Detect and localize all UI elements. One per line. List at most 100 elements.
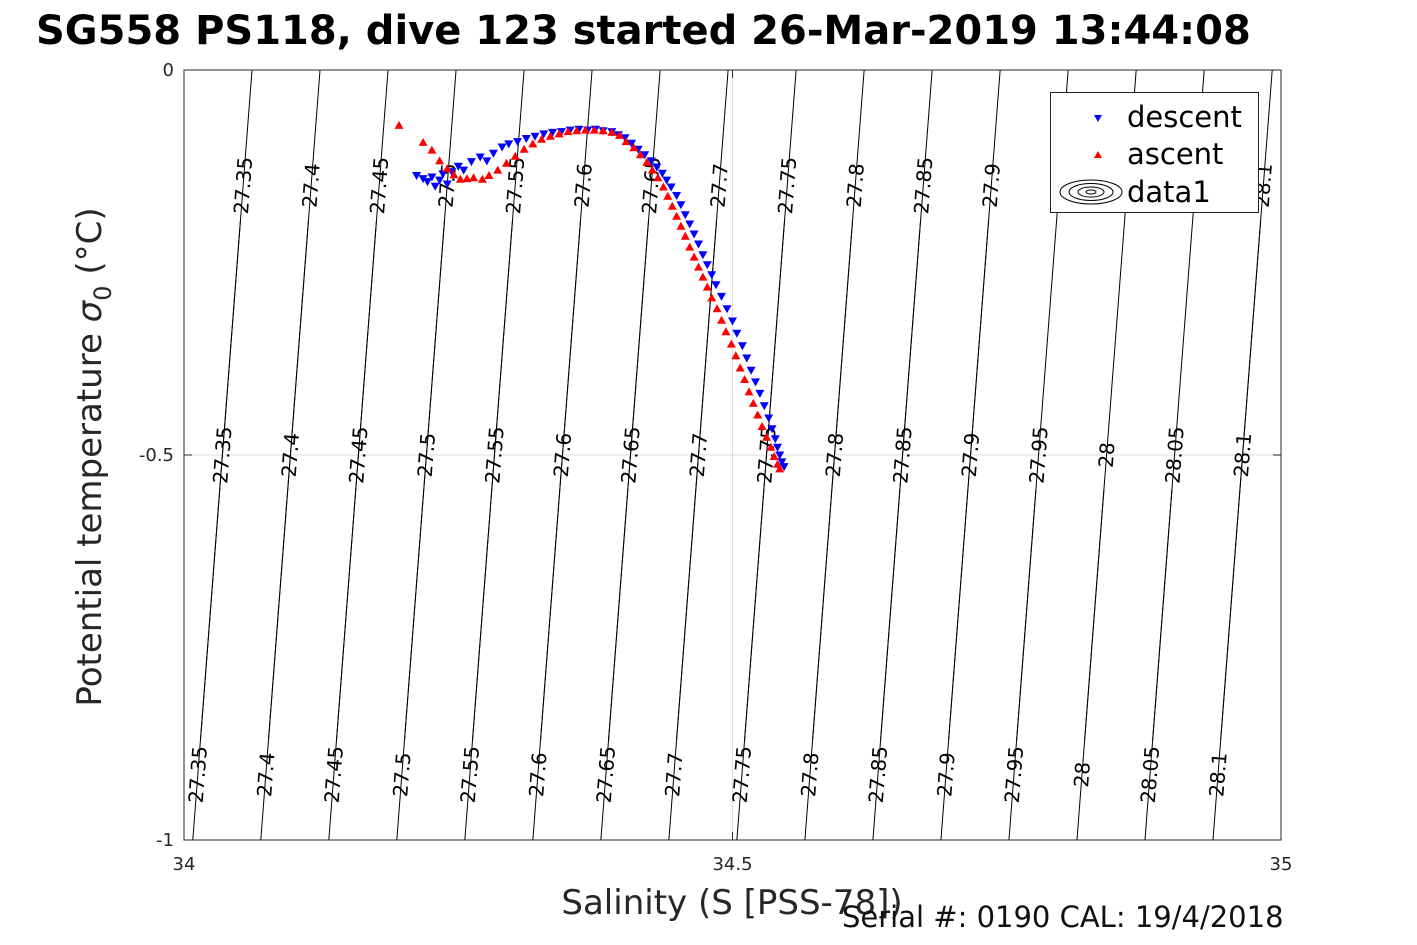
contour-labels: 27.35 27.35 27.35 27.4 27.4 27.4 27.45 27.45 27.… xyxy=(184,156,1277,804)
y-tick-label-2: -1 xyxy=(156,830,174,851)
descent-point-31 xyxy=(627,139,637,148)
contour-label-1-1: 27.4 xyxy=(277,432,304,478)
descent-point-19 xyxy=(530,132,540,141)
descent-point-51 xyxy=(728,317,737,326)
ascent-point-15 xyxy=(528,139,538,148)
ascent-point-21 xyxy=(581,125,590,134)
triangle-up-icon xyxy=(1094,151,1102,158)
ascent-point-14 xyxy=(519,144,529,153)
contour-label-7-2: 27.7 xyxy=(660,751,687,797)
contour-label-4-2: 27.55 xyxy=(456,745,484,804)
ascent-point-24 xyxy=(607,127,617,136)
contour-label-11-0: 27.9 xyxy=(978,162,1005,208)
descent-point-20 xyxy=(539,130,549,139)
contour-line-2-3 xyxy=(336,69,389,740)
contour-label-9-2: 27.8 xyxy=(796,751,823,797)
descent-point-40 xyxy=(676,201,686,210)
contour-label-11-2: 27.9 xyxy=(932,751,959,797)
descent-point-33 xyxy=(640,151,650,160)
contour-label-3-1: 27.5 xyxy=(413,432,440,478)
descent-point-46 xyxy=(702,261,712,270)
contour-line-9-3 xyxy=(812,69,865,740)
contour-label-2-0: 27.45 xyxy=(365,156,393,215)
descent-point-38 xyxy=(666,183,676,192)
ascent-point-2 xyxy=(427,145,437,154)
descent-point-43 xyxy=(689,230,699,239)
x-tick-label-1: 34.5 xyxy=(712,854,752,875)
descent-point-36 xyxy=(657,169,667,178)
descent-point-49 xyxy=(717,292,726,301)
serial-cal-footer: Serial #: 0190 CAL: 19/4/2018 xyxy=(842,900,1284,934)
legend: descent ascent data1 xyxy=(1050,92,1259,213)
ascent-point-27 xyxy=(629,143,639,152)
descent-point-60 xyxy=(767,425,777,434)
contour-label-8-2: 27.75 xyxy=(728,745,756,804)
legend-item-descent: descent xyxy=(1051,98,1258,134)
descent-point-53 xyxy=(737,342,747,351)
contour-label-1-0: 27.4 xyxy=(297,162,324,208)
descent-point-9 xyxy=(453,162,463,171)
ascent-point-33 xyxy=(663,191,673,200)
descent-point-54 xyxy=(742,354,752,363)
contour-label-0-2: 27.35 xyxy=(184,745,212,804)
contour-line-10-3 xyxy=(880,69,933,740)
ascent-point-7 xyxy=(462,174,472,183)
ascent-point-11 xyxy=(493,165,503,174)
ascent-point-39 xyxy=(689,252,699,261)
contour-label-5-2: 27.6 xyxy=(524,751,551,797)
legend-item-data1: data1 xyxy=(1051,173,1258,209)
legend-label-ascent: ascent xyxy=(1127,137,1224,171)
ascent-point-50 xyxy=(740,375,750,383)
y-tick-label-0: 0 xyxy=(163,60,174,81)
contour-label-4-1: 27.55 xyxy=(480,426,508,485)
legend-label-descent: descent xyxy=(1127,100,1242,134)
page-title: SG558 PS118, dive 123 started 26-Mar-201… xyxy=(36,8,1251,54)
contour-label-13-2: 28 xyxy=(1069,761,1095,788)
ascent-point-32 xyxy=(658,182,668,191)
ascent-point-8 xyxy=(469,173,479,182)
ascent-point-36 xyxy=(676,221,686,230)
contour-label-10-1: 27.85 xyxy=(888,426,916,485)
descent-point-16 xyxy=(504,140,514,149)
ascent-point-16 xyxy=(537,134,547,143)
descent-point-10 xyxy=(459,166,469,175)
ascent-point-55 xyxy=(762,432,771,441)
descent-point-12 xyxy=(475,153,485,162)
contour-label-2-1: 27.45 xyxy=(344,426,372,485)
x-tick-label-2: 35 xyxy=(1270,854,1293,875)
ascent-point-26 xyxy=(621,137,631,146)
y-axis-label-text: Potential temperature xyxy=(70,322,110,706)
ascent-point-49 xyxy=(735,363,745,372)
y-axis-label: Potential temperature σ0 (°C) xyxy=(70,207,117,706)
ascent-point-42 xyxy=(702,282,712,291)
descent-point-63 xyxy=(775,451,785,460)
contour-label-9-0: 27.8 xyxy=(842,162,869,208)
descent-point-61 xyxy=(770,435,780,444)
ascent-point-44 xyxy=(712,304,722,313)
ascent-point-5 xyxy=(449,170,459,179)
ascent-point-56 xyxy=(766,442,776,451)
contour-line-4-3 xyxy=(472,69,525,740)
triangle-down-icon xyxy=(1094,115,1102,122)
y-axis-label-subscript: 0 xyxy=(89,285,117,300)
descent-point-2 xyxy=(423,178,432,187)
descent-point-6 xyxy=(438,170,448,179)
contour-line-0-3 xyxy=(199,69,253,740)
contour-ellipses-icon xyxy=(1059,179,1123,205)
descent-point-56 xyxy=(751,378,760,387)
descent-point-13 xyxy=(482,157,492,166)
descent-point-47 xyxy=(707,271,717,280)
descent-point-55 xyxy=(746,366,756,375)
contour-label-15-1: 28.1 xyxy=(1229,432,1256,478)
descent-point-50 xyxy=(722,305,732,314)
descent-point-41 xyxy=(680,211,690,220)
contour-line-15-3 xyxy=(1220,69,1273,740)
contour-label-9-1: 27.8 xyxy=(821,432,848,478)
ascent-point-51 xyxy=(744,387,754,396)
descent-point-59 xyxy=(764,414,774,423)
contour-line-1-3 xyxy=(267,69,321,740)
axis-ticks: 34 34.5 35 0 -0.5 -1 xyxy=(139,60,1293,875)
descent-point-1 xyxy=(418,175,428,184)
ascent-point-41 xyxy=(698,272,708,281)
contour-line-5-3 xyxy=(540,69,593,740)
